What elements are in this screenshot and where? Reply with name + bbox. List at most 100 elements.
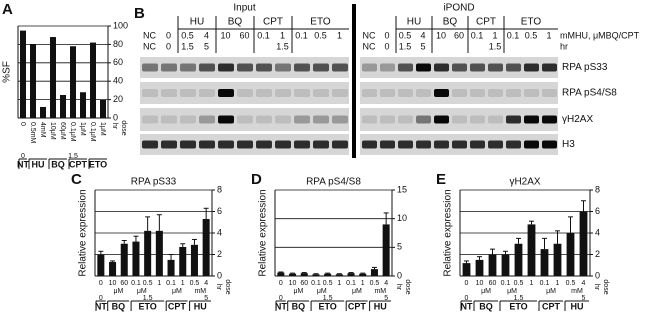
error-bar xyxy=(371,266,377,270)
y-tick-label: 20 xyxy=(113,94,123,104)
bar xyxy=(109,262,117,276)
dose-label: 0.5 xyxy=(525,30,538,40)
blot-band xyxy=(380,115,395,124)
blot-band xyxy=(332,115,348,124)
blot-band xyxy=(237,63,253,72)
bar xyxy=(475,259,484,276)
x-tick-label: 0.1μM xyxy=(69,122,76,142)
blot-band xyxy=(524,89,539,97)
error-bar xyxy=(168,254,174,260)
error-bar xyxy=(98,250,104,255)
unit-label: μM xyxy=(352,288,362,295)
error-bar xyxy=(464,260,469,264)
blot-band xyxy=(161,115,177,124)
blot-band xyxy=(362,89,377,97)
error-bar xyxy=(325,272,331,274)
blot-band xyxy=(416,89,431,97)
x-tick-label: 0.1 xyxy=(311,280,321,287)
x-tick-label: 4mM xyxy=(39,122,46,138)
unit-label: μM xyxy=(293,288,303,295)
blot-band xyxy=(416,140,431,149)
blot-band xyxy=(256,63,272,72)
bar xyxy=(190,244,198,276)
blot-band xyxy=(434,140,449,149)
error-bar xyxy=(156,214,162,231)
bar xyxy=(100,99,106,118)
blot-band xyxy=(380,63,395,72)
y-tick-label: 2 xyxy=(595,249,600,259)
row-label: γH2AX xyxy=(562,114,593,125)
dose-label: 1 xyxy=(280,30,285,40)
x-tick-label: 0.1 xyxy=(131,280,141,287)
unit-label: μM xyxy=(137,288,147,295)
error-bar xyxy=(121,240,127,244)
bar xyxy=(370,269,378,276)
dose-label: 4 xyxy=(420,30,425,40)
x-tick-label: 0.5 xyxy=(323,280,333,287)
error-bar xyxy=(555,230,560,244)
blot-band xyxy=(161,140,177,149)
y-tick-label: 8 xyxy=(595,184,600,194)
y-tick-label: 80 xyxy=(113,39,123,49)
time-label: 0 xyxy=(384,41,389,51)
error-bar xyxy=(203,207,209,220)
y-tick-label: 0 xyxy=(113,112,118,122)
group-label: ETO xyxy=(89,159,107,169)
dose-row-label: dose xyxy=(602,279,609,294)
bar xyxy=(70,46,76,118)
group-label: CPT xyxy=(348,301,367,311)
blot-band xyxy=(524,140,539,149)
panel-label: B xyxy=(134,5,145,22)
dose-label: 1 xyxy=(337,30,342,40)
y-tick-label: 40 xyxy=(113,76,123,86)
time-label: 5 xyxy=(204,41,209,51)
bar xyxy=(527,224,536,276)
x-tick-label: 10 xyxy=(289,280,297,287)
blot-band xyxy=(199,115,215,124)
blot-band xyxy=(524,63,539,72)
y-axis-label: %SF xyxy=(2,61,13,83)
blot-band xyxy=(294,140,310,149)
bar xyxy=(97,254,105,276)
error-bar xyxy=(581,200,586,212)
bar xyxy=(540,249,549,276)
blot-band xyxy=(199,89,215,97)
blot-group: HU xyxy=(190,17,204,28)
x-tick-label: 1 xyxy=(530,280,534,287)
error-bar xyxy=(336,273,342,275)
bar xyxy=(120,243,128,276)
blot-band xyxy=(294,115,310,124)
panel-label: C xyxy=(71,171,82,188)
error-bar xyxy=(477,256,482,260)
x-tick-label: 60μM xyxy=(59,122,66,140)
bar xyxy=(155,230,163,276)
x-tick-label: 1 xyxy=(361,280,365,287)
x-tick-label: 10μM xyxy=(49,122,56,140)
y-tick-label: 0 xyxy=(397,270,402,280)
blot-band xyxy=(294,89,310,97)
unit-label: μM xyxy=(507,288,517,295)
bar xyxy=(579,211,588,276)
x-tick-label: 0.1μM xyxy=(89,122,96,142)
x-tick-label: 1 xyxy=(337,280,341,287)
dose-label: NC xyxy=(143,30,156,40)
y-tick-label: 0 xyxy=(217,270,222,280)
dose-label: NC xyxy=(363,30,376,40)
time-label: 1.5 xyxy=(399,41,412,51)
blot-band xyxy=(416,63,431,72)
blot-band xyxy=(142,140,158,149)
dose-label: 60 xyxy=(454,30,464,40)
blot-band xyxy=(380,89,395,97)
blot-band xyxy=(237,89,253,97)
x-tick-label: 1 xyxy=(556,280,560,287)
bar xyxy=(359,273,367,276)
blot-band xyxy=(313,89,329,97)
blot-group: CPT xyxy=(263,17,283,28)
blot-band xyxy=(294,63,310,72)
time-label: 1.5 xyxy=(276,41,289,51)
blot-band xyxy=(398,89,413,97)
blot-group: HU xyxy=(407,17,421,28)
time-label: 5 xyxy=(204,295,208,302)
blot-band xyxy=(488,140,503,149)
